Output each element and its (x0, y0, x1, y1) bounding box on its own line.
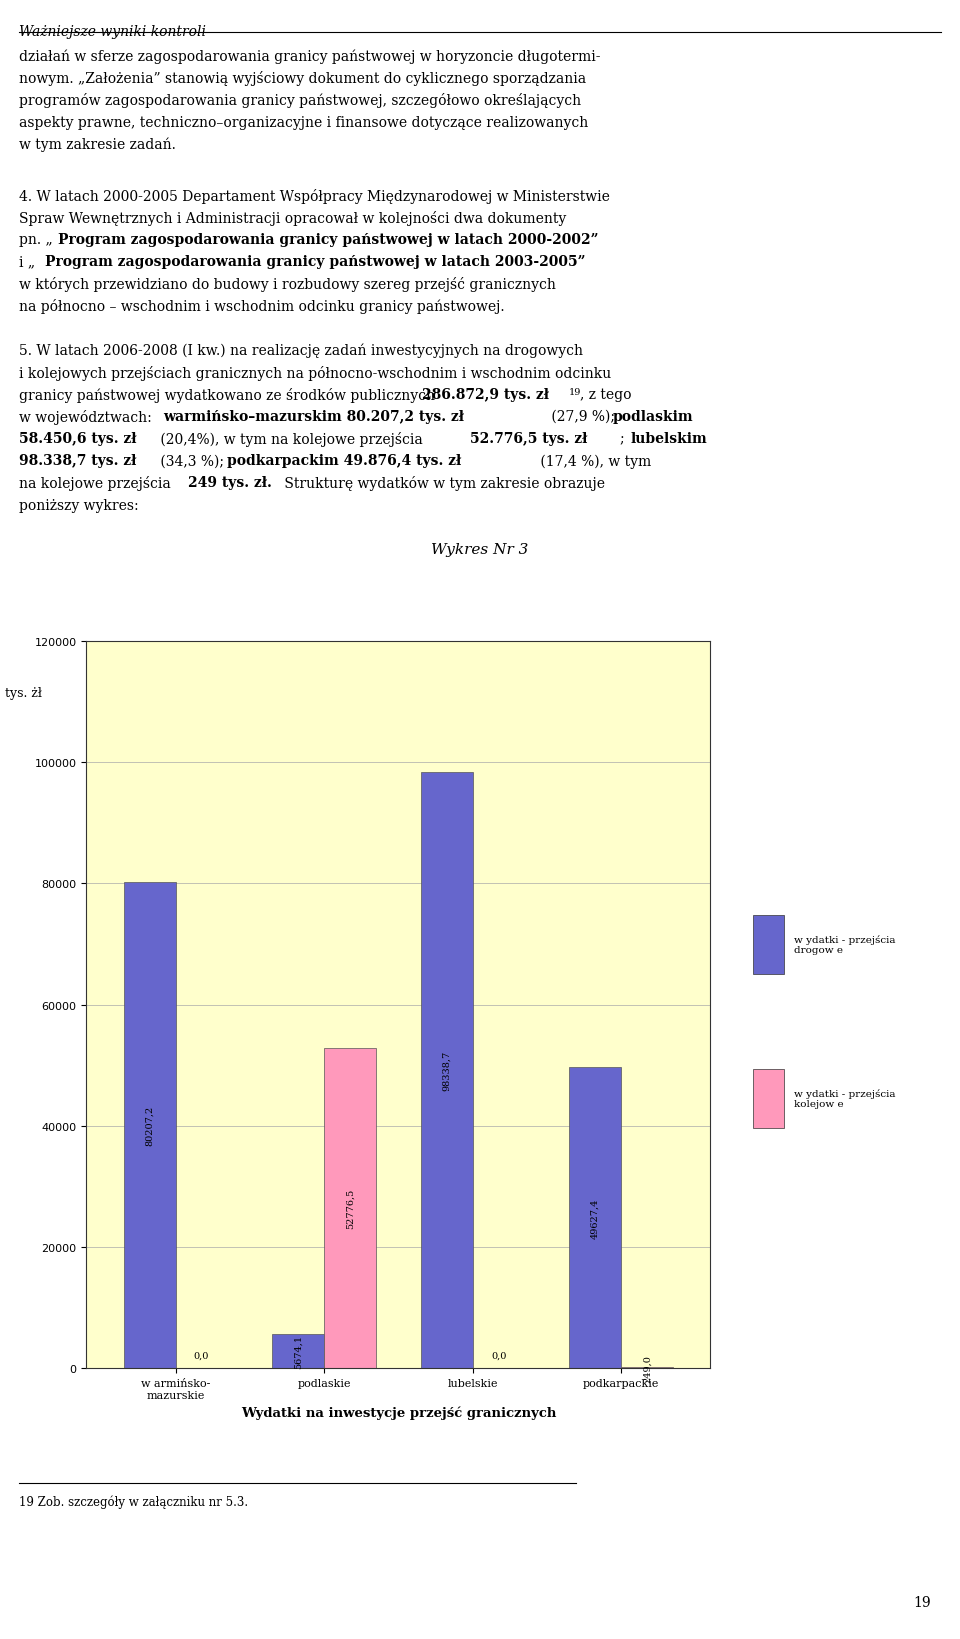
Text: 49627,4: 49627,4 (590, 1198, 600, 1239)
Text: podlaskim: podlaskim (612, 410, 693, 425)
Text: 0,0: 0,0 (491, 1351, 506, 1359)
Text: 286.872,9 tys. zł: 286.872,9 tys. zł (422, 388, 549, 402)
Text: (34,3 %);: (34,3 %); (156, 454, 228, 469)
Text: granicy państwowej wydatkowano ze środków publicznych: granicy państwowej wydatkowano ze środkó… (19, 388, 440, 403)
Text: Program zagospodarowania granicy państwowej w latach 2000-2002”: Program zagospodarowania granicy państwo… (58, 233, 598, 247)
Text: 249 tys. zł.: 249 tys. zł. (188, 475, 272, 490)
Text: (27,9 %);: (27,9 %); (547, 410, 619, 425)
Text: w województwach:: w województwach: (19, 410, 156, 425)
Text: , z tego: , z tego (580, 388, 632, 402)
Text: na północno – wschodnim i wschodnim odcinku granicy państwowej.: na północno – wschodnim i wschodnim odci… (19, 298, 505, 315)
Text: 0,0: 0,0 (194, 1351, 209, 1359)
Text: Wykres Nr 3: Wykres Nr 3 (431, 543, 529, 557)
Text: 19 Zob. szczegóły w załączniku nr 5.3.: 19 Zob. szczegóły w załączniku nr 5.3. (19, 1495, 249, 1508)
Bar (569, 1067, 621, 1369)
Text: (20,4%), w tym na kolejowe przejścia: (20,4%), w tym na kolejowe przejścia (156, 433, 427, 447)
Bar (324, 1049, 376, 1369)
Text: poniższy wykres:: poniższy wykres: (19, 498, 139, 513)
Text: aspekty prawne, techniczno–organizacyjne i finansowe dotyczące realizowanych: aspekty prawne, techniczno–organizacyjne… (19, 115, 588, 129)
Text: 19: 19 (914, 1595, 931, 1609)
Bar (272, 1334, 324, 1369)
Text: i „: i „ (19, 254, 36, 269)
Text: lubelskim: lubelskim (631, 433, 708, 446)
Text: pn. „: pn. „ (19, 233, 53, 247)
Bar (753, 915, 784, 974)
Text: 98.338,7 tys. zł: 98.338,7 tys. zł (19, 454, 136, 469)
Text: w ydatki - przejścia
kolejow e: w ydatki - przejścia kolejow e (795, 1088, 896, 1108)
Text: podkarpackim 49.876,4 tys. zł: podkarpackim 49.876,4 tys. zł (227, 454, 461, 469)
Text: warmińsko–mazurskim 80.207,2 tys. zł: warmińsko–mazurskim 80.207,2 tys. zł (163, 410, 465, 425)
Text: 80207,2: 80207,2 (145, 1105, 154, 1146)
Y-axis label: tys. żł: tys. żł (6, 687, 42, 700)
Bar (124, 882, 176, 1369)
Text: programów zagospodarowania granicy państwowej, szczegółowo określających: programów zagospodarowania granicy państ… (19, 93, 582, 108)
Text: 19: 19 (568, 388, 581, 397)
Text: 98338,7: 98338,7 (443, 1051, 451, 1090)
Text: 249,0: 249,0 (643, 1354, 652, 1382)
Text: 5. W latach 2006-2008 (I kw.) na realizację zadań inwestycyjnych na drogowych: 5. W latach 2006-2008 (I kw.) na realiza… (19, 343, 584, 357)
Text: w tym zakresie zadań.: w tym zakresie zadań. (19, 138, 176, 152)
Text: 58.450,6 tys. zł: 58.450,6 tys. zł (19, 433, 136, 446)
Text: nowym. „Założenia” stanowią wyjściowy dokument do cyklicznego sporządzania: nowym. „Założenia” stanowią wyjściowy do… (19, 70, 587, 87)
Text: na kolejowe przejścia: na kolejowe przejścia (19, 475, 176, 492)
Bar (753, 1069, 784, 1128)
Text: w ydatki - przejścia
drogow e: w ydatki - przejścia drogow e (795, 934, 896, 954)
Text: 52776,5: 52776,5 (346, 1188, 354, 1229)
Text: 4. W latach 2000-2005 Departament Współpracy Międzynarodowej w Ministerstwie: 4. W latach 2000-2005 Departament Współp… (19, 188, 610, 203)
Bar (420, 772, 472, 1369)
Text: ;: ; (620, 433, 629, 446)
Text: Ważniejsze wyniki kontroli: Ważniejsze wyniki kontroli (19, 25, 206, 39)
Text: 52.776,5 tys. zł: 52.776,5 tys. zł (470, 433, 588, 446)
Text: i kolejowych przejściach granicznych na północno-wschodnim i wschodnim odcinku: i kolejowych przejściach granicznych na … (19, 365, 612, 380)
Text: 5674,1: 5674,1 (294, 1334, 302, 1369)
Text: Strukturę wydatków w tym zakresie obrazuje: Strukturę wydatków w tym zakresie obrazu… (280, 475, 606, 492)
Text: Spraw Wewnętrznych i Administracji opracował w kolejności dwa dokumenty: Spraw Wewnętrznych i Administracji oprac… (19, 210, 566, 226)
Text: Program zagospodarowania granicy państwowej w latach 2003-2005”: Program zagospodarowania granicy państwo… (45, 254, 586, 269)
Text: w których przewidziano do budowy i rozbudowy szereg przejść granicznych: w których przewidziano do budowy i rozbu… (19, 277, 556, 292)
Text: (17,4 %), w tym: (17,4 %), w tym (536, 454, 651, 469)
Text: działań w sferze zagospodarowania granicy państwowej w horyzoncie długotermi-: działań w sferze zagospodarowania granic… (19, 49, 601, 64)
X-axis label: Wydatki na inwestycje przejść granicznych: Wydatki na inwestycje przejść granicznyc… (241, 1405, 556, 1419)
